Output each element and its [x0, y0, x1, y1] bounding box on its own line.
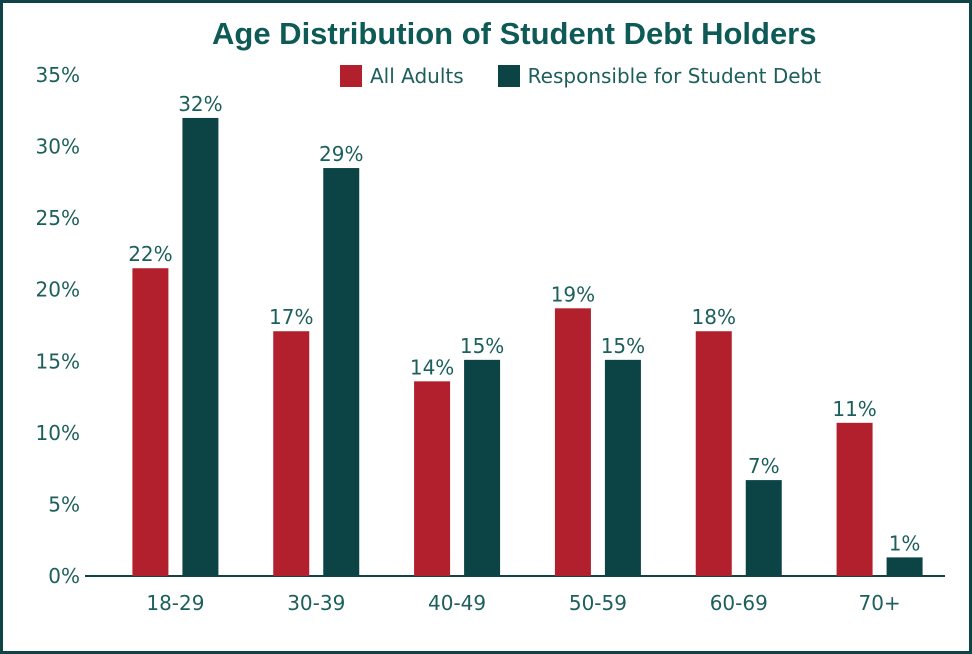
y-tick-label: 30% — [36, 135, 80, 159]
bar-all-adults — [695, 331, 732, 576]
data-label: 15% — [601, 334, 645, 358]
x-tick-label: 70+ — [858, 591, 900, 615]
legend-swatch-responsible — [497, 65, 520, 87]
y-tick-label: 0% — [48, 564, 80, 588]
x-tick-label: 50-59 — [569, 591, 627, 615]
chart-legend: All Adults Responsible for Student Debt — [340, 64, 855, 88]
data-label: 14% — [410, 355, 454, 379]
data-label: 22% — [128, 242, 172, 266]
data-label: 29% — [319, 142, 363, 166]
legend-label-all-adults: All Adults — [370, 64, 464, 88]
bar-responsible — [182, 117, 219, 576]
y-tick-label: 5% — [48, 492, 80, 516]
data-label: 32% — [178, 92, 222, 116]
data-label: 18% — [692, 305, 736, 329]
data-label: 17% — [269, 305, 313, 329]
x-tick-label: 60-69 — [710, 591, 768, 615]
legend-swatch-all-adults — [340, 65, 362, 87]
data-label: 7% — [748, 454, 780, 478]
x-tick-label: 40-49 — [428, 591, 486, 615]
legend-item-responsible: Responsible for Student Debt — [497, 64, 822, 88]
data-label: 19% — [551, 282, 595, 306]
bar-all-adults — [836, 422, 873, 576]
bar-all-adults — [132, 268, 169, 576]
bar-responsible — [323, 168, 360, 577]
data-label: 1% — [889, 531, 921, 555]
y-tick-label: 25% — [36, 206, 80, 230]
bar-responsible — [604, 359, 641, 576]
data-label: 15% — [460, 334, 504, 358]
bar-all-adults — [414, 381, 451, 576]
y-tick-label: 35% — [36, 63, 80, 87]
bar-responsible — [886, 557, 923, 576]
y-tick-label: 20% — [36, 278, 80, 302]
legend-item-all-adults: All Adults — [340, 64, 464, 88]
bar-responsible — [745, 480, 782, 576]
x-tick-label: 18-29 — [146, 591, 204, 615]
chart-title: Age Distribution of Student Debt Holders — [212, 16, 817, 51]
legend-label-responsible: Responsible for Student Debt — [527, 64, 822, 88]
data-label: 11% — [832, 397, 876, 421]
x-tick-label: 30-39 — [287, 591, 345, 615]
bar-all-adults — [554, 308, 591, 576]
y-tick-label: 15% — [36, 349, 80, 373]
bar-responsible — [464, 359, 501, 576]
y-tick-label: 10% — [36, 421, 80, 445]
bar-all-adults — [273, 331, 310, 576]
